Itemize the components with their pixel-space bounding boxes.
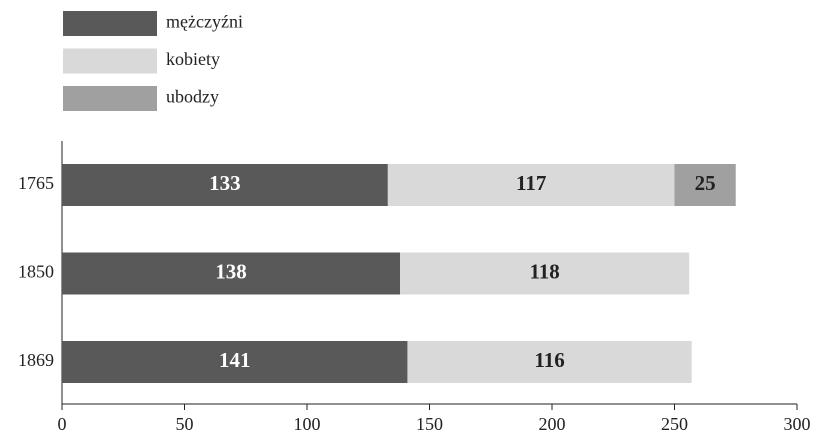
data-label: 118 — [529, 259, 559, 283]
bar-segment — [62, 252, 401, 295]
x-tick-label: 200 — [539, 414, 566, 434]
legend-label: mężczyźni — [166, 12, 243, 32]
legend-swatch — [63, 86, 157, 111]
y-tick-label: 1765 — [18, 173, 54, 193]
legend-swatch — [63, 48, 157, 74]
x-tick-label: 300 — [784, 414, 811, 434]
data-label: 116 — [534, 348, 564, 372]
x-tick-label: 150 — [416, 414, 443, 434]
data-label: 133 — [209, 171, 241, 195]
bar-segment — [400, 252, 690, 295]
data-label: 117 — [516, 171, 546, 195]
x-tick-label: 250 — [661, 414, 688, 434]
x-tick-label: 100 — [294, 414, 321, 434]
data-label: 25 — [695, 171, 716, 195]
legend-label: kobiety — [166, 49, 220, 69]
y-tick-label: 1850 — [18, 262, 54, 282]
bar-segment — [387, 164, 675, 206]
data-label: 141 — [219, 348, 251, 372]
bar-segment — [674, 164, 736, 206]
legend-swatch — [63, 11, 157, 36]
x-tick-label: 0 — [58, 414, 67, 434]
data-label: 138 — [215, 259, 247, 283]
bar-segment — [62, 341, 408, 383]
bar-segment — [407, 341, 692, 383]
bar-segment — [62, 164, 388, 206]
x-tick-label: 50 — [176, 414, 194, 434]
y-tick-label: 1869 — [18, 350, 54, 370]
legend-label: ubodzy — [166, 87, 219, 107]
